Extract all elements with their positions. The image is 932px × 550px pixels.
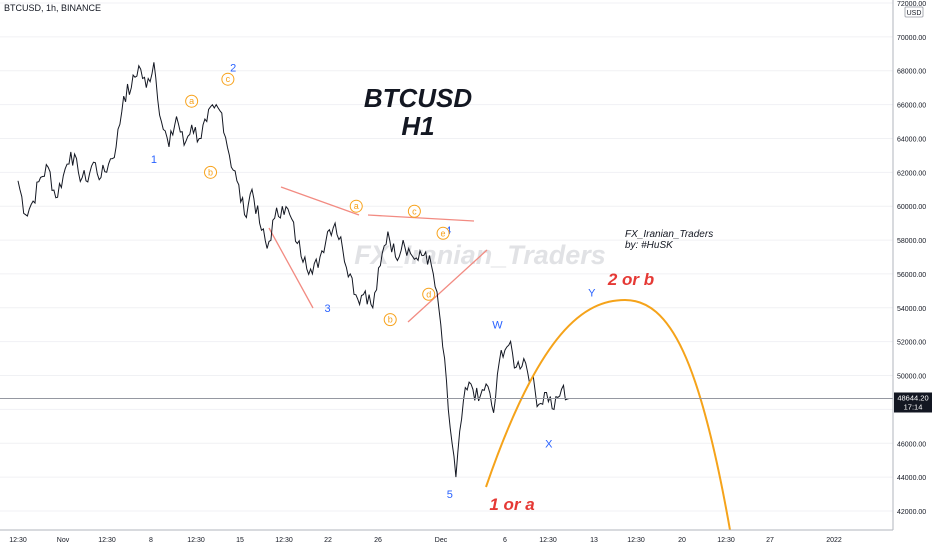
trendline <box>268 227 314 309</box>
wave-label-circle <box>407 204 421 218</box>
trendlines <box>268 186 488 323</box>
overlays: FX_Iranian_Traders <box>354 240 606 270</box>
y-tick-label: 64000.00 <box>897 136 926 143</box>
x-tick-label: 12:30 <box>9 537 27 544</box>
x-tick-label: Nov <box>57 537 70 544</box>
wave-label: 5 <box>447 489 453 501</box>
y-tick-label: 56000.00 <box>897 272 926 279</box>
y-tick-label: 62000.00 <box>897 170 926 177</box>
wave-label: a <box>189 96 194 106</box>
watermark-text: FX_Iranian_Traders <box>354 240 606 270</box>
x-tick-label: 12:30 <box>98 537 116 544</box>
x-tick-label: 13 <box>590 537 598 544</box>
wave-label-circle <box>204 165 218 179</box>
wave-label-circle <box>383 313 397 327</box>
y-tick-label: 42000.00 <box>897 509 926 516</box>
x-tick-label: 20 <box>678 537 686 544</box>
wave-label: e <box>441 228 446 238</box>
author-line2: by: #HuSK <box>625 240 674 251</box>
author-line1: FX_Iranian_Traders <box>625 229 713 240</box>
y-tick-label: 60000.00 <box>897 204 926 211</box>
x-tick-label: 26 <box>374 537 382 544</box>
x-tick-label: Dec <box>435 537 448 544</box>
x-tick-label: 15 <box>236 537 244 544</box>
y-tick-label: 44000.00 <box>897 475 926 482</box>
last-price-tag <box>894 392 932 413</box>
projection-curve <box>485 298 731 531</box>
x-tick-label: 22 <box>324 537 332 544</box>
projection-label-top: 2 or b <box>607 270 654 289</box>
y-tick-label: 54000.00 <box>897 306 926 313</box>
wave-label: Y <box>588 288 596 300</box>
x-tick-label: 12:30 <box>187 537 205 544</box>
currency-badge <box>904 6 924 18</box>
wave-label: d <box>426 289 431 299</box>
y-tick-label: 70000.00 <box>897 35 926 42</box>
x-tick-label: 2022 <box>826 537 842 544</box>
y-tick-label: 68000.00 <box>897 69 926 76</box>
wave-label: b <box>388 315 393 325</box>
x-tick-label: 8 <box>149 537 153 544</box>
symbol-title: BTCUSD, 1h, BINANCE <box>4 3 102 13</box>
wave-label: X <box>545 438 553 450</box>
wave-label: c <box>226 74 231 84</box>
annotations: BTCUSD H1 FX_Iranian_Traders by: #HuSK 2… <box>364 83 713 514</box>
x-tick-label: 12:30 <box>717 537 735 544</box>
y-tick-label: 46000.00 <box>897 441 926 448</box>
wave-label: W <box>492 320 503 332</box>
currency-badge-text: USD <box>907 10 922 17</box>
trendline <box>407 249 488 323</box>
y-tick-label: 66000.00 <box>897 103 926 110</box>
trendline <box>367 214 475 222</box>
countdown-label: 17:14 <box>904 402 923 411</box>
grid <box>0 2 893 512</box>
wave-label-circle <box>221 72 235 86</box>
projection-label-bottom: 1 or a <box>489 495 534 514</box>
chart-title-line1: BTCUSD <box>364 83 473 113</box>
x-tick-label: 27 <box>766 537 774 544</box>
price-series-line <box>17 62 570 478</box>
wave-label-circle <box>349 199 363 213</box>
wave-label: a <box>354 201 359 211</box>
wave-label-circle <box>436 226 450 240</box>
chart-title-line2: H1 <box>401 111 434 141</box>
wave-label: 2 <box>230 62 236 74</box>
x-tick-label: 6 <box>503 537 507 544</box>
y-tick-label: 50000.00 <box>897 374 926 381</box>
wave-label: 3 <box>324 303 330 315</box>
y-tick-label: 58000.00 <box>897 238 926 245</box>
wave-label-circle <box>422 287 436 301</box>
wave-label: b <box>208 167 213 177</box>
y-tick-label: 52000.00 <box>897 340 926 347</box>
wave-label: 1 <box>151 154 157 166</box>
trendline <box>280 186 360 216</box>
x-tick-label: 12:30 <box>275 537 293 544</box>
x-tick-label: 12:30 <box>539 537 557 544</box>
x-tick-label: 12:30 <box>627 537 645 544</box>
y-tick-label: 72000.00 <box>897 1 926 8</box>
wave-labels: 12345WXYabcabcde <box>151 62 596 501</box>
wave-label: c <box>412 206 417 216</box>
last-price-label: 48644.20 <box>897 393 928 402</box>
wave-label-circle <box>185 94 199 108</box>
